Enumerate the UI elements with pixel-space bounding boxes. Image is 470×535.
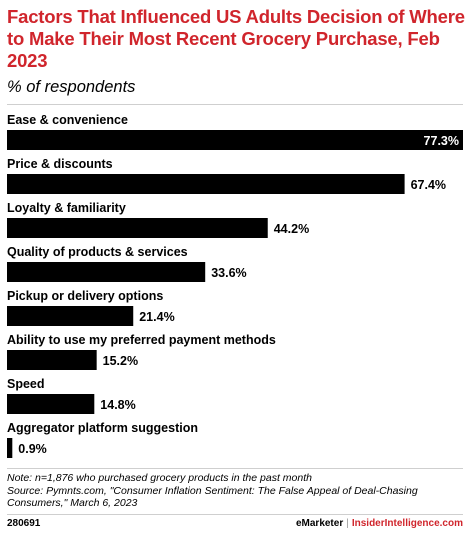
bar-chart: Ease & convenience 77.3% Price & discounts… [0, 106, 470, 462]
footnote: Note: n=1,876 who purchased grocery prod… [7, 472, 463, 510]
value-label: 67.4% [411, 178, 446, 192]
chart-id: 280691 [7, 518, 41, 529]
category-label: Ease & convenience [7, 113, 128, 127]
chart-subtitle: % of respondents [7, 78, 136, 96]
category-label: Aggregator platform suggestion [7, 421, 198, 435]
bar [7, 350, 97, 370]
brand-separator: | [346, 518, 349, 529]
category-label: Ability to use my preferred payment meth… [7, 333, 276, 347]
value-label: 15.2% [103, 354, 138, 368]
bar [7, 174, 405, 194]
top-divider [7, 104, 463, 105]
category-label: Loyalty & familiarity [7, 201, 126, 215]
value-label: 33.6% [211, 266, 246, 280]
brand-emarketer: eMarketer [295, 518, 344, 529]
bar [7, 306, 134, 326]
source-text: Source: Pymnts.com, "Consumer Inflation … [7, 484, 418, 510]
bottom-divider [7, 468, 463, 469]
category-label: Pickup or delivery options [7, 289, 163, 303]
bar [7, 130, 463, 150]
value-label: 14.8% [100, 398, 135, 412]
value-label: 21.4% [139, 310, 174, 324]
bar [7, 218, 268, 238]
value-label: 77.3% [424, 134, 459, 148]
category-label: Speed [7, 377, 45, 391]
footer-divider [7, 514, 463, 515]
brand-insider-intelligence: InsiderIntelligence.com [351, 518, 463, 529]
note-text: Note: n=1,876 who purchased grocery prod… [7, 472, 312, 484]
value-label: 44.2% [274, 222, 309, 236]
brand-credit: eMarketer | InsiderIntelligence.com [296, 518, 463, 529]
chart-title: Factors That Influenced US Adults Decisi… [7, 6, 465, 71]
bar [7, 438, 13, 458]
bar-chart-svg: Ease & convenience 77.3% Price & discounts… [7, 113, 463, 458]
category-label: Price & discounts [7, 157, 113, 171]
bar [7, 394, 95, 414]
value-label: 0.9% [18, 442, 47, 456]
category-label: Quality of products & services [7, 245, 188, 259]
bar [7, 262, 206, 282]
